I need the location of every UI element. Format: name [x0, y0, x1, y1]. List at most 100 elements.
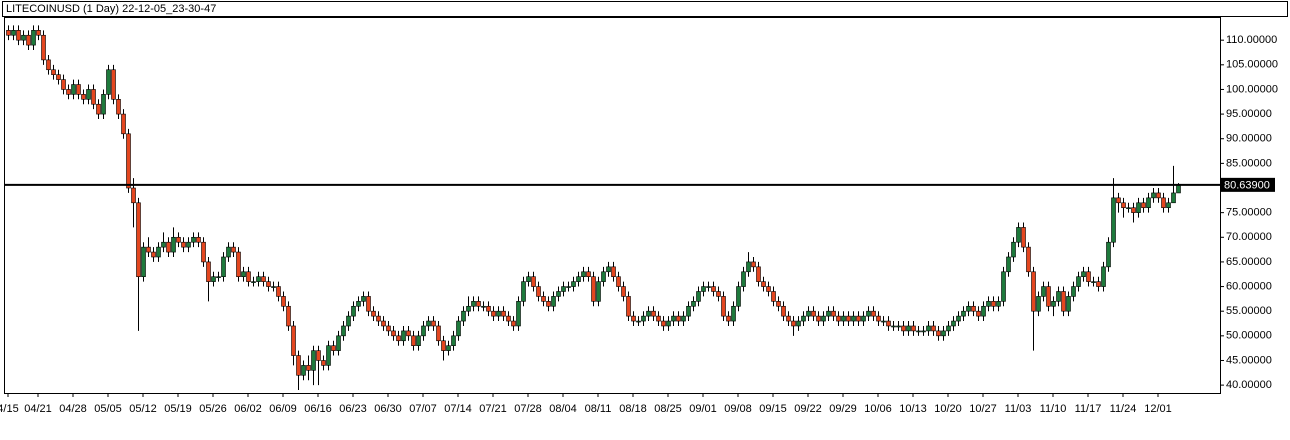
- x-tick-label: 11/17: [1075, 403, 1102, 415]
- y-tick-label: 95.00000: [1226, 108, 1272, 120]
- x-tick-label: 07/07: [409, 403, 437, 415]
- candle-body: [251, 281, 256, 283]
- candle-body: [896, 325, 901, 328]
- candle-body: [1036, 296, 1041, 312]
- candle-body: [641, 315, 646, 322]
- candle-body: [841, 315, 846, 322]
- x-tick-label: 06/23: [339, 403, 367, 415]
- candle-body: [551, 296, 556, 307]
- candle-body: [116, 99, 121, 115]
- y-tick-label: 110.00000: [1226, 34, 1277, 46]
- candle-body: [1156, 192, 1161, 199]
- candle-body: [751, 261, 756, 268]
- candle-body: [351, 305, 356, 317]
- candle-body: [761, 281, 766, 287]
- candle-body: [881, 320, 886, 323]
- candle-body: [981, 305, 986, 317]
- candle-body: [686, 305, 691, 317]
- candle-body: [976, 310, 981, 317]
- candle-body: [201, 241, 206, 263]
- candle-body: [1046, 286, 1051, 307]
- candle-body: [161, 241, 166, 248]
- candle-body: [491, 310, 496, 317]
- candle-body: [316, 350, 321, 361]
- candle-body: [436, 325, 441, 342]
- candle-body: [636, 320, 641, 323]
- candle-body: [156, 246, 161, 258]
- candle-body: [941, 330, 946, 337]
- y-tick-label: 45.00000: [1226, 354, 1272, 366]
- candle-body: [1161, 197, 1166, 209]
- candle-body: [626, 296, 631, 317]
- candle-body: [21, 34, 26, 41]
- candle-body: [726, 315, 731, 322]
- candle-body: [401, 330, 406, 342]
- candle-body: [671, 315, 676, 322]
- candle-body: [1091, 281, 1096, 283]
- candle-body: [406, 330, 411, 337]
- candle-body: [501, 310, 506, 317]
- y-tick-label: 40.00000: [1226, 379, 1272, 391]
- candle-body: [866, 310, 871, 317]
- y-tick-label: 50.00000: [1226, 330, 1272, 342]
- candle-body: [471, 301, 476, 307]
- x-tick-label: 10/20: [934, 403, 962, 415]
- candle-body: [336, 335, 341, 351]
- candle-body: [736, 286, 741, 307]
- candle-body: [106, 69, 111, 95]
- candle-body: [476, 301, 481, 307]
- candle-body: [576, 276, 581, 282]
- candle-body: [386, 325, 391, 332]
- candle-body: [986, 301, 991, 307]
- x-tick-label: 08/25: [654, 403, 682, 415]
- candle-body: [956, 315, 961, 322]
- candle-body: [581, 271, 586, 278]
- candle-body: [1026, 246, 1031, 273]
- price-label: 80.63900: [1224, 179, 1270, 191]
- candle-body: [311, 350, 316, 371]
- candle-body: [631, 315, 636, 322]
- candle-body: [466, 305, 471, 312]
- candle-body: [1141, 202, 1146, 209]
- candle-body: [1011, 241, 1016, 258]
- candle-body: [121, 113, 126, 135]
- candle-body: [781, 305, 786, 317]
- candle-body: [486, 305, 491, 312]
- candle-body: [96, 103, 101, 115]
- candle-body: [41, 34, 46, 61]
- candle-body: [1136, 202, 1141, 213]
- candle-body: [46, 59, 51, 71]
- candle-body: [416, 335, 421, 346]
- x-tick-label: 04/21: [24, 403, 52, 415]
- candle-body: [151, 251, 156, 258]
- candle-body: [786, 315, 791, 322]
- y-tick-label: 60.00000: [1226, 280, 1272, 292]
- y-tick-label: 105.00000: [1226, 59, 1278, 71]
- x-tick-label: 4/15: [0, 403, 19, 415]
- x-tick-label: 09/22: [794, 403, 822, 415]
- candle-body: [791, 320, 796, 327]
- candle-body: [891, 325, 896, 328]
- candle-body: [426, 320, 431, 327]
- candle-body: [396, 335, 401, 342]
- y-tick-label: 100.00000: [1226, 83, 1278, 95]
- candle-body: [706, 286, 711, 288]
- candle-body: [856, 315, 861, 322]
- candle-body: [606, 266, 611, 273]
- y-tick-label: 70.00000: [1226, 231, 1272, 243]
- candle-body: [16, 30, 21, 41]
- candle-body: [776, 301, 781, 307]
- candle-body: [561, 286, 566, 292]
- candle-body: [81, 94, 86, 100]
- candle-body: [616, 276, 621, 287]
- candle-body: [86, 89, 91, 100]
- candle-body: [346, 315, 351, 327]
- candle-body: [196, 236, 201, 243]
- y-tick-label: 90.00000: [1226, 133, 1272, 145]
- candle-body: [1116, 197, 1121, 204]
- candle-body: [136, 202, 141, 278]
- candle-body: [731, 305, 736, 322]
- candle-body: [966, 305, 971, 312]
- candle-body: [556, 291, 561, 297]
- x-tick-label: 07/21: [479, 403, 507, 415]
